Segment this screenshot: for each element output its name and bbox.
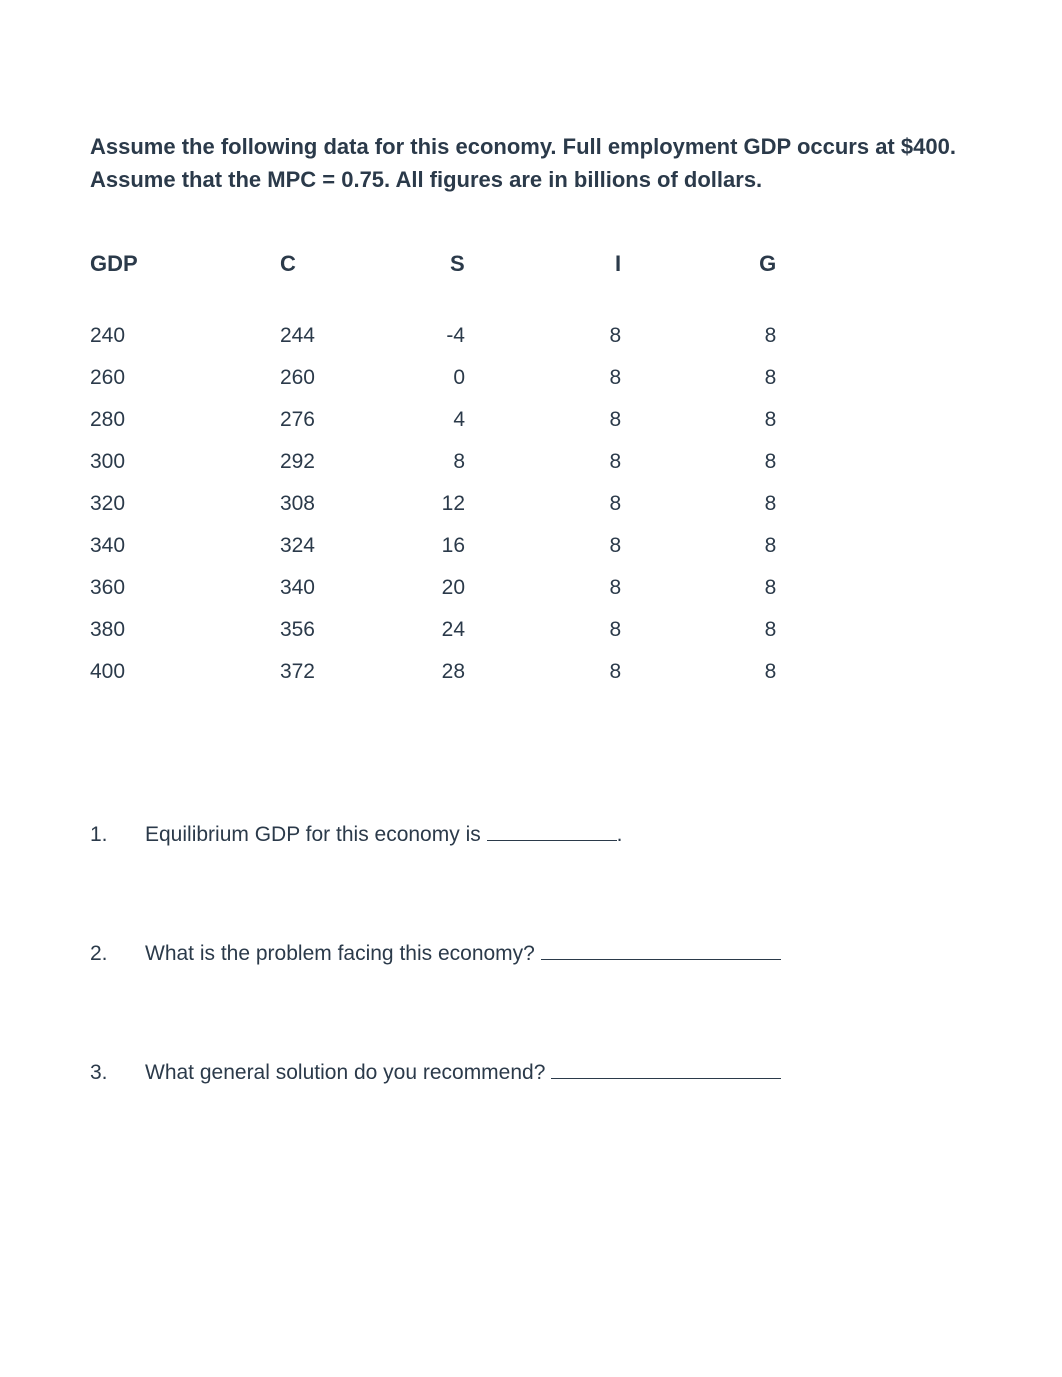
cell-g: 8 [721, 483, 806, 525]
blank-fill-2[interactable] [541, 959, 781, 960]
cell-gdp: 400 [90, 651, 245, 693]
table-row: 280276488 [90, 399, 806, 441]
blank-fill-1[interactable] [487, 840, 617, 841]
cell-c: 276 [245, 399, 405, 441]
table-row: 240244-488 [90, 315, 806, 357]
cell-g: 8 [721, 357, 806, 399]
cell-s: 16 [405, 525, 555, 567]
cell-s: 8 [405, 441, 555, 483]
cell-c: 356 [245, 609, 405, 651]
cell-c: 244 [245, 315, 405, 357]
question-3-number: 3. [90, 1061, 145, 1085]
cell-gdp: 260 [90, 357, 245, 399]
cell-g: 8 [721, 441, 806, 483]
cell-gdp: 320 [90, 483, 245, 525]
question-3-text: What general solution do you recommend? [145, 1061, 972, 1085]
cell-c: 324 [245, 525, 405, 567]
cell-s: 4 [405, 399, 555, 441]
header-gdp: GDP [90, 251, 245, 315]
cell-i: 8 [555, 357, 721, 399]
cell-gdp: 360 [90, 567, 245, 609]
question-2: 2. What is the problem facing this econo… [90, 942, 972, 966]
cell-gdp: 300 [90, 441, 245, 483]
question-1: 1. Equilibrium GDP for this economy is . [90, 823, 972, 847]
header-c: C [245, 251, 405, 315]
cell-i: 8 [555, 609, 721, 651]
table-row: 3603402088 [90, 567, 806, 609]
question-2-text: What is the problem facing this economy? [145, 942, 972, 966]
question-1-number: 1. [90, 823, 145, 847]
table-row: 300292888 [90, 441, 806, 483]
cell-g: 8 [721, 315, 806, 357]
table-row: 260260088 [90, 357, 806, 399]
cell-c: 308 [245, 483, 405, 525]
cell-c: 260 [245, 357, 405, 399]
question-1-text: Equilibrium GDP for this economy is . [145, 823, 972, 847]
cell-c: 292 [245, 441, 405, 483]
table-row: 3403241688 [90, 525, 806, 567]
header-g: G [721, 251, 806, 315]
cell-i: 8 [555, 525, 721, 567]
table-body: 240244-488260260088280276488300292888320… [90, 315, 806, 693]
cell-c: 372 [245, 651, 405, 693]
cell-g: 8 [721, 651, 806, 693]
header-s: S [405, 251, 555, 315]
blank-fill-3[interactable] [551, 1078, 781, 1079]
table-header-row: GDP C S I G [90, 251, 806, 315]
cell-s: 24 [405, 609, 555, 651]
cell-i: 8 [555, 315, 721, 357]
cell-s: 28 [405, 651, 555, 693]
cell-s: 20 [405, 567, 555, 609]
question-1-before: Equilibrium GDP for this economy is [145, 823, 487, 846]
cell-i: 8 [555, 567, 721, 609]
cell-g: 8 [721, 609, 806, 651]
cell-i: 8 [555, 441, 721, 483]
cell-i: 8 [555, 399, 721, 441]
cell-c: 340 [245, 567, 405, 609]
table-row: 4003722888 [90, 651, 806, 693]
question-3: 3. What general solution do you recommen… [90, 1061, 972, 1085]
cell-gdp: 340 [90, 525, 245, 567]
cell-s: -4 [405, 315, 555, 357]
question-3-before: What general solution do you recommend? [145, 1061, 551, 1084]
table-row: 3803562488 [90, 609, 806, 651]
cell-s: 12 [405, 483, 555, 525]
intro-paragraph: Assume the following data for this econo… [90, 130, 972, 196]
cell-g: 8 [721, 525, 806, 567]
question-2-before: What is the problem facing this economy? [145, 942, 541, 965]
economy-data-table: GDP C S I G 240244-488260260088280276488… [90, 251, 806, 693]
table-row: 3203081288 [90, 483, 806, 525]
question-2-number: 2. [90, 942, 145, 966]
cell-gdp: 280 [90, 399, 245, 441]
cell-gdp: 380 [90, 609, 245, 651]
cell-gdp: 240 [90, 315, 245, 357]
cell-s: 0 [405, 357, 555, 399]
cell-g: 8 [721, 399, 806, 441]
cell-i: 8 [555, 651, 721, 693]
header-i: I [555, 251, 721, 315]
cell-i: 8 [555, 483, 721, 525]
cell-g: 8 [721, 567, 806, 609]
question-1-after: . [617, 823, 623, 846]
